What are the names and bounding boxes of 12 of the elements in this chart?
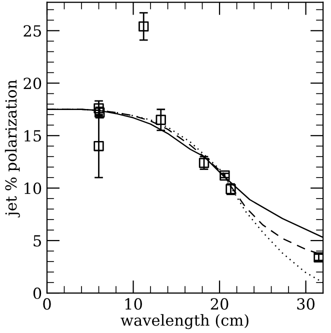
- x-tick-label: 0: [43, 298, 51, 310]
- y-tick-label: 10: [24, 182, 42, 194]
- y-tick-label: 0: [33, 288, 42, 300]
- x-tick-label: 10: [125, 298, 142, 310]
- y-tick-label: 5: [34, 235, 41, 247]
- y-tick-label: 15: [24, 130, 41, 142]
- y-tick-label: 25: [24, 25, 41, 37]
- x-axis-title: wavelength (cm): [120, 314, 248, 330]
- x-tick-label: 20: [210, 298, 228, 310]
- x-tick-label: 30: [297, 298, 315, 310]
- y-axis-title: jet % polarization: [4, 80, 20, 218]
- y-tick-label: 20: [24, 78, 42, 90]
